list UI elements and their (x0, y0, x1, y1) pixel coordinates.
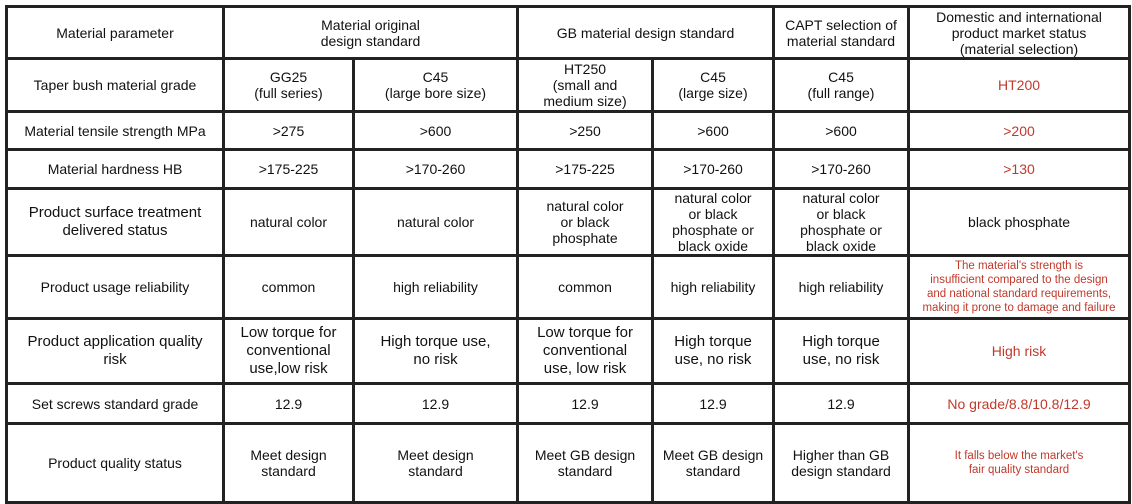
table-row: Material tensile strength MPa >275 >600 >25… (5, 110, 1132, 151)
value-cell: >175-225 (222, 148, 355, 190)
material-comparison-table: Material parameter Material original des… (5, 5, 1132, 504)
value-cell: >170-260 (651, 148, 776, 190)
row-label: Product usage reliability (5, 254, 225, 320)
market-status-cell: No grade/8.8/10.8/12.9 (907, 382, 1132, 425)
value-cell: 12.9 (772, 382, 911, 425)
value-cell: Low torque for conventional use,low risk (222, 317, 355, 385)
value-cell: >600 (351, 110, 520, 151)
value-cell: natural color (351, 187, 520, 257)
table-row: Set screws standard grade 12.9 12.9 12.9 12.… (5, 382, 1132, 425)
value-cell: >250 (516, 110, 655, 151)
value-cell: >175-225 (516, 148, 655, 190)
table-row: Product usage reliability common high reli… (5, 254, 1132, 320)
value-cell: >600 (651, 110, 776, 151)
value-cell: Meet design standard (351, 422, 520, 504)
value-cell: Low torque for conventional use, low ris… (516, 317, 655, 385)
value-cell: High torque use, no risk (351, 317, 520, 385)
header-market: Domestic and international product marke… (907, 5, 1132, 60)
value-cell: GG25 (full series) (222, 57, 355, 113)
header-gb: GB material design standard (516, 5, 776, 60)
value-cell: Higher than GB design standard (772, 422, 911, 504)
market-status-cell: It falls below the market's fair quality… (907, 422, 1132, 504)
value-cell: C45 (full range) (772, 57, 911, 113)
value-cell: 12.9 (351, 382, 520, 425)
value-cell: >170-260 (772, 148, 911, 190)
value-cell: C45 (large size) (651, 57, 776, 113)
value-cell: HT250 (small and medium size) (516, 57, 655, 113)
market-status-cell: The material's strength is insufficient … (907, 254, 1132, 320)
value-cell: 12.9 (222, 382, 355, 425)
value-cell: Meet GB design standard (651, 422, 776, 504)
header-capt: CAPT selection of material standard (772, 5, 911, 60)
value-cell: >600 (772, 110, 911, 151)
market-status-cell: HT200 (907, 57, 1132, 113)
value-cell: >170-260 (351, 148, 520, 190)
value-cell: natural color or black phosphate (516, 187, 655, 257)
value-cell: common (516, 254, 655, 320)
table-row: Product surface treatment delivered stat… (5, 187, 1132, 257)
table-row: Taper bush material grade GG25 (full seri… (5, 57, 1132, 113)
table-row: Product quality status Meet design standa… (5, 422, 1132, 504)
value-cell: High torque use, no risk (651, 317, 776, 385)
value-cell: High torque use, no risk (772, 317, 911, 385)
market-status-cell: High risk (907, 317, 1132, 385)
value-cell: natural color (222, 187, 355, 257)
row-label: Product surface treatment delivered stat… (5, 187, 225, 257)
value-cell: natural color or black phosphate or blac… (651, 187, 776, 257)
row-label: Taper bush material grade (5, 57, 225, 113)
header-original: Material original design standard (221, 5, 520, 60)
header-param: Material parameter (5, 5, 225, 60)
value-cell: common (222, 254, 355, 320)
value-cell: >275 (222, 110, 355, 151)
value-cell: high reliability (651, 254, 776, 320)
row-label: Set screws standard grade (5, 382, 225, 425)
row-label: Product application quality risk (5, 317, 225, 385)
row-label: Product quality status (5, 422, 225, 504)
market-status-cell: >200 (907, 110, 1132, 151)
value-cell: Meet GB design standard (516, 422, 655, 504)
market-status-cell: >130 (907, 148, 1132, 190)
row-label: Material tensile strength MPa (5, 110, 225, 151)
value-cell: high reliability (772, 254, 911, 320)
header-row: Material parameter Material original des… (5, 5, 1132, 60)
value-cell: 12.9 (516, 382, 655, 425)
table-row: Material hardness HB >175-225 >170-260 >175… (5, 148, 1132, 190)
value-cell: natural color or black phosphate or blac… (772, 187, 911, 257)
table-row: Product application quality risk Low torq… (5, 317, 1132, 385)
value-cell: Meet design standard (222, 422, 355, 504)
value-cell: high reliability (351, 254, 520, 320)
value-cell: 12.9 (651, 382, 776, 425)
value-cell: C45 (large bore size) (351, 57, 520, 113)
row-label: Material hardness HB (5, 148, 225, 190)
market-status-cell: black phosphate (907, 187, 1132, 257)
